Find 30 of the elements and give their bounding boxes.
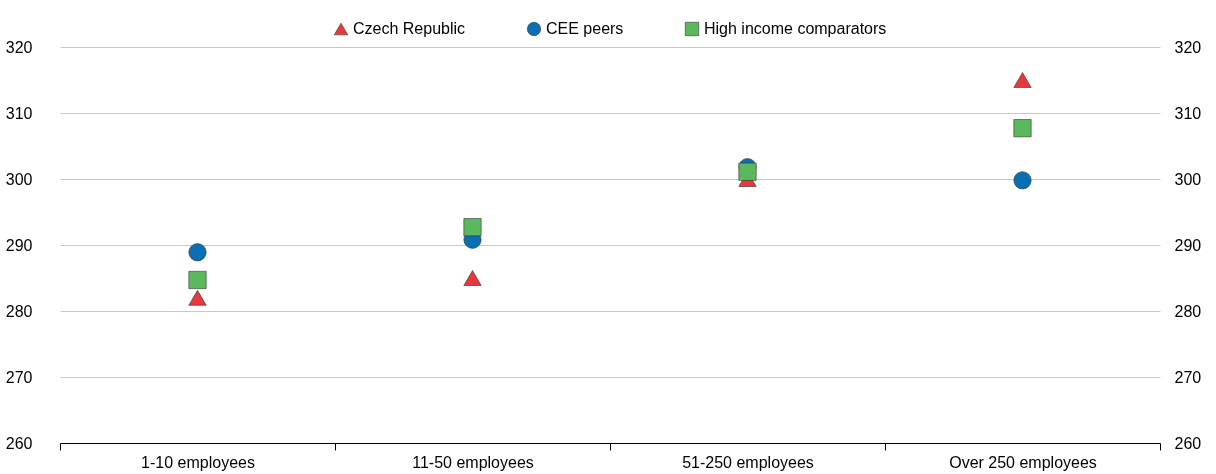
y-tick-label: 290: [5, 236, 33, 254]
y-tick-label: 270: [5, 368, 33, 386]
point: [1013, 72, 1032, 88]
y2-tick-label: 320: [1174, 38, 1202, 56]
y-tick-label: 260: [5, 434, 33, 452]
point: [188, 243, 207, 262]
point: [463, 270, 482, 286]
legend-label: CEE peers: [546, 20, 624, 37]
point: [188, 271, 207, 289]
point: [1013, 171, 1032, 190]
point: [738, 162, 757, 181]
point: [188, 290, 207, 306]
y-tick-label: 280: [5, 302, 33, 320]
y2-tick-label: 300: [1174, 170, 1202, 188]
point: [463, 218, 482, 237]
y2-tick-label: 290: [1174, 236, 1202, 254]
y2-tick-label: 270: [1174, 368, 1202, 386]
x-tick-label: 11-50 employees: [412, 453, 534, 471]
y2-tick-label: 280: [1174, 302, 1202, 320]
point: [1013, 119, 1032, 138]
legend-label: Czech Republic: [353, 20, 466, 37]
x-tick-label: Over 250 employees: [949, 453, 1097, 471]
y2-tick-label: 310: [1174, 104, 1202, 122]
y-tick-label: 320: [5, 38, 33, 56]
y-tick-label: 310: [5, 104, 33, 122]
y-tick-label: 300: [5, 170, 33, 188]
legend-label: High income comparators: [704, 20, 887, 37]
y2-tick-label: 260: [1174, 434, 1202, 452]
x-tick-label: 51-250 employees: [682, 453, 814, 471]
x-tick-label: 1-10 employees: [141, 453, 255, 471]
